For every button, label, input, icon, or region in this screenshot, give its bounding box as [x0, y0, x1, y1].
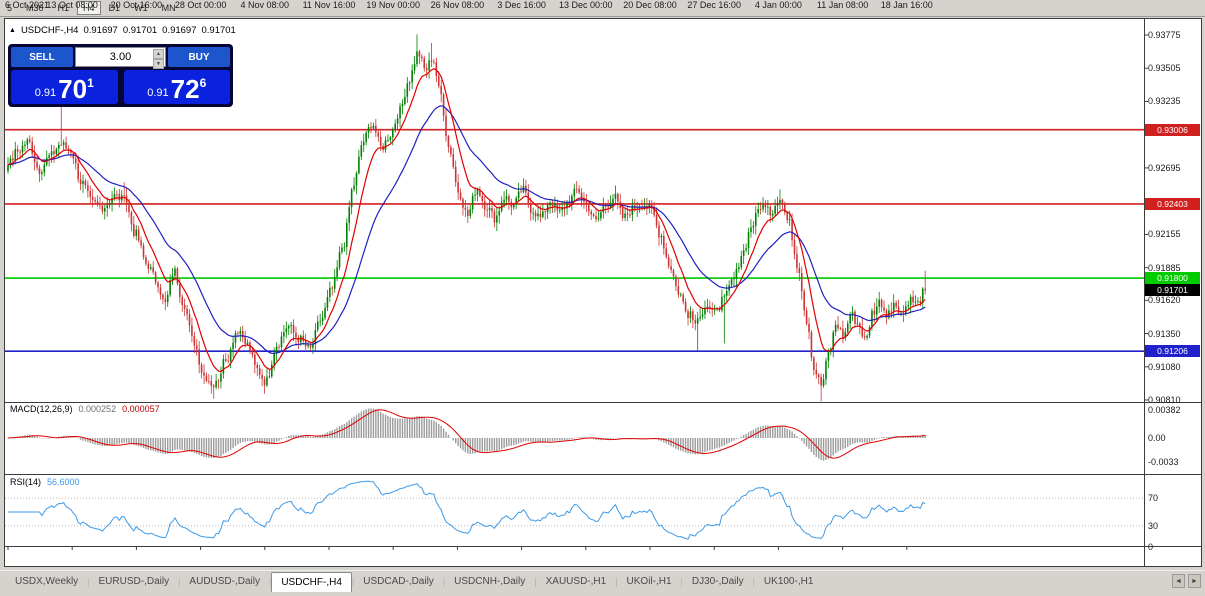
tab-separator: | — [87, 576, 90, 587]
chart-tab-ukoil-[interactable]: UKOil-,H1 — [626, 576, 672, 587]
timeframe-button-5[interactable]: 5 — [7, 3, 13, 13]
macd-main-value: 0.000252 — [78, 404, 117, 414]
sell-price-point: 1 — [87, 76, 94, 90]
sell-price-pips: 70 — [58, 74, 88, 104]
chart-tab-usdchf-[interactable]: USDCHF-,H4 — [271, 572, 352, 592]
ohlc-open: 0.91697 — [83, 25, 118, 36]
chart-title: ▲ USDCHF-,H4 0.91697 0.91701 0.91697 0.9… — [9, 25, 236, 36]
tab-separator: | — [178, 576, 181, 587]
chart-tab-audusd-[interactable]: AUDUSD-,Daily — [189, 576, 260, 587]
horizontal-levels-layer — [5, 128, 1144, 353]
rsi-value: 56.6000 — [47, 477, 80, 487]
chart-tab-xauusd-[interactable]: XAUUSD-,H1 — [545, 576, 607, 587]
macd-indicator-header: MACD(12,26,9) 0.000252 0.000057 — [10, 404, 160, 414]
chart-area — [4, 18, 1202, 567]
tab-separator: | — [442, 576, 446, 587]
tab-separator: | — [615, 576, 618, 587]
buy-price-prefix: 0.91 — [147, 87, 169, 99]
chart-tab-usdcad-[interactable]: USDCAD-,Daily — [363, 576, 434, 587]
ohlc-close: 0.91701 — [201, 25, 236, 36]
volume-spinner: ▲ ▼ — [153, 49, 164, 69]
buy-price-pips: 72 — [170, 74, 200, 104]
timeframe-button-d1[interactable]: D1 — [108, 3, 121, 13]
timeframe-button-w1[interactable]: W1 — [134, 3, 148, 13]
rsi-layer — [5, 480, 1144, 540]
chart-symbol-period: USDCHF-,H4 — [20, 25, 79, 36]
tab-separator: | — [351, 576, 355, 587]
tab-separator: | — [680, 576, 683, 587]
collapse-trade-panel-icon[interactable]: ▲ — [9, 27, 16, 34]
moving-averages-layer — [7, 67, 926, 373]
tab-scroll-arrows: ◄ ► — [1172, 574, 1201, 588]
rsi-label: RSI(14) — [10, 477, 42, 487]
volume-value: 3.00 — [109, 51, 132, 63]
buy-price-point: 6 — [199, 76, 207, 90]
one-click-trading-panel: SELL 3.00 ▲ ▼ BUY 0.91 70 1 0.91 72 6 — [8, 44, 233, 107]
tabs-scroll-right-button[interactable]: ► — [1188, 574, 1201, 588]
tab-separator: | — [534, 576, 537, 587]
sell-price-prefix: 0.91 — [34, 87, 57, 99]
chart-canvas[interactable] — [5, 19, 1201, 566]
timeframe-button-mn[interactable]: MN — [161, 3, 176, 13]
timeframe-toolbar: 5 M30 H1 H4 D1 W1 MN — [0, 0, 1205, 17]
timeframe-button-h4[interactable]: H4 — [77, 1, 101, 15]
chart-tab-uk100-[interactable]: UK100-,H1 — [763, 576, 814, 587]
pane-separators — [5, 19, 1201, 566]
buy-button[interactable]: BUY — [168, 47, 230, 67]
volume-increase-button[interactable]: ▲ — [153, 49, 164, 59]
chart-tab-usdx[interactable]: USDX,Weekly — [15, 576, 79, 587]
chart-tab-dj30-[interactable]: DJ30-,Daily — [691, 576, 744, 587]
chart-tab-bar: USDX,Weekly | EURUSD-,Daily | AUDUSD-,Daily |… — [0, 570, 1205, 592]
chart-tab-usdcnh-[interactable]: USDCNH-,Daily — [454, 576, 526, 587]
buy-price-button[interactable]: 0.91 72 6 — [123, 70, 230, 104]
tabs-scroll-left-button[interactable]: ◄ — [1172, 574, 1185, 588]
timeframe-button-h1[interactable]: H1 — [57, 3, 70, 13]
tab-separator: | — [752, 576, 755, 587]
rsi-indicator-header: RSI(14) 56.6000 — [10, 477, 80, 487]
sell-price-button[interactable]: 0.91 70 1 — [11, 70, 118, 104]
macd-signal-value: 0.000057 — [122, 404, 160, 414]
sell-button[interactable]: SELL — [11, 47, 73, 67]
macd-label: MACD(12,26,9) — [10, 404, 73, 414]
ohlc-low: 0.91697 — [162, 25, 197, 36]
ohlc-high: 0.91701 — [122, 25, 158, 36]
volume-decrease-button[interactable]: ▼ — [153, 59, 164, 69]
volume-input[interactable]: 3.00 ▲ ▼ — [75, 47, 166, 69]
candles-layer — [7, 34, 926, 402]
tab-separator: | — [268, 576, 272, 587]
chart-tab-eurusd-[interactable]: EURUSD-,Daily — [98, 576, 170, 587]
timeframe-button-m30[interactable]: M30 — [26, 3, 44, 13]
macd-layer — [7, 408, 926, 461]
